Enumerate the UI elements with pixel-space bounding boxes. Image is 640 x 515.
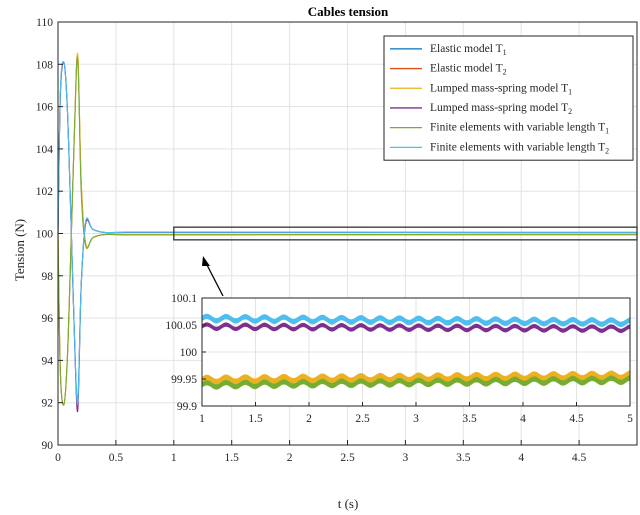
legend-subscript: 2 bbox=[568, 107, 572, 116]
legend-label-3: Lumped mass-spring model T1 bbox=[430, 82, 572, 96]
y-tick-label: 92 bbox=[42, 398, 54, 410]
legend-name: Lumped mass-spring model T bbox=[430, 82, 568, 94]
x-tick-label: 1 bbox=[171, 452, 177, 464]
y-tick-label: 106 bbox=[36, 102, 54, 114]
main-series bbox=[57, 52, 638, 413]
inset-y-tick-label: 100.1 bbox=[171, 293, 197, 305]
legend-name: Finite elements with variable length T bbox=[430, 141, 605, 153]
x-tick-label: 2.5 bbox=[340, 452, 355, 464]
y-tick-label: 94 bbox=[42, 355, 54, 367]
y-axis-label: Tension (N) bbox=[12, 219, 27, 281]
x-tick-label: 2 bbox=[287, 452, 293, 464]
zoom-arrow-head bbox=[202, 256, 210, 266]
chart-title: Cables tension bbox=[308, 4, 389, 19]
inset-x-tick-label: 1 bbox=[199, 413, 205, 425]
legend-label-6: Finite elements with variable length T2 bbox=[430, 141, 609, 155]
x-tick-label: 3 bbox=[403, 452, 409, 464]
legend-name: Elastic model T bbox=[430, 43, 503, 55]
x-tick-label: 4 bbox=[518, 452, 524, 464]
legend-subscript: 1 bbox=[503, 48, 507, 57]
y-tick-label: 100 bbox=[36, 229, 54, 241]
x-tick-label: 0.5 bbox=[109, 452, 124, 464]
legend-name: Elastic model T bbox=[430, 63, 503, 75]
inset-y-tick-label: 100.05 bbox=[165, 320, 197, 332]
x-tick-label: 1.5 bbox=[225, 452, 240, 464]
y-tick-label: 96 bbox=[42, 313, 54, 325]
legend-subscript: 1 bbox=[568, 87, 572, 96]
inset-x-tick-label: 3 bbox=[413, 413, 419, 425]
series-line-5 bbox=[57, 56, 638, 406]
series-line-6 bbox=[57, 61, 638, 404]
y-tick-label: 108 bbox=[36, 59, 54, 71]
y-tick-label: 98 bbox=[42, 271, 54, 283]
legend-label-2: Elastic model T2 bbox=[430, 63, 507, 77]
legend-box bbox=[383, 35, 634, 161]
inset-x-tick-label: 3.5 bbox=[462, 413, 477, 425]
legend-name: Lumped mass-spring model T bbox=[430, 102, 568, 114]
x-tick-label: 4.5 bbox=[572, 452, 587, 464]
zoom-box bbox=[173, 226, 638, 297]
inset-x-tick-label: 4.5 bbox=[569, 413, 584, 425]
inset-x-tick-label: 5 bbox=[627, 413, 633, 425]
zoom-arrow-line bbox=[205, 262, 224, 297]
zoom-window-box bbox=[173, 226, 638, 241]
x-tick-label: 0 bbox=[55, 452, 61, 464]
y-tick-label: 104 bbox=[36, 144, 54, 156]
legend-name: Finite elements with variable length T bbox=[430, 122, 605, 134]
inset-x-tick-label: 1.5 bbox=[248, 413, 263, 425]
inset-x-tick-label: 2 bbox=[306, 413, 312, 425]
inset-x-tick-label: 2.5 bbox=[355, 413, 370, 425]
inset-chart: 1 1.5 2 2.5 3 3.5 4 4.5 5 99.9 99.95 100 100.05 100.1 bbox=[165, 293, 633, 425]
x-axis-label: t (s) bbox=[338, 496, 359, 511]
x-tick-label: 3.5 bbox=[456, 452, 471, 464]
legend-subscript: 2 bbox=[605, 146, 609, 155]
inset-y-tick-label: 100 bbox=[180, 347, 198, 359]
legend-label-5: Finite elements with variable length T1 bbox=[430, 122, 609, 136]
inset-x-tick-label: 4 bbox=[520, 413, 526, 425]
y-tick-label: 110 bbox=[36, 17, 53, 29]
legend-label-1: Elastic model T1 bbox=[430, 43, 507, 57]
legend-subscript: 1 bbox=[605, 127, 609, 136]
inset-y-tick-label: 99.9 bbox=[177, 401, 197, 413]
legend-label-4: Lumped mass-spring model T2 bbox=[430, 102, 572, 116]
inset-y-tick-label: 99.95 bbox=[171, 374, 197, 386]
legend-subscript: 2 bbox=[503, 68, 507, 77]
y-tick-label: 90 bbox=[42, 440, 54, 452]
y-tick-label: 102 bbox=[36, 186, 54, 198]
